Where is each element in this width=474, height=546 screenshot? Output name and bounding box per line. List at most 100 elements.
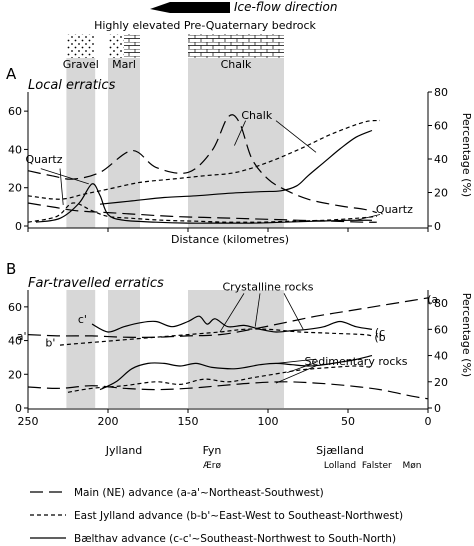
leader-line [283, 293, 304, 330]
ice-flow-arrow-icon [150, 2, 230, 13]
series-sedimentary-solid [99, 355, 373, 391]
bedrock-band-gravel [66, 92, 96, 228]
leader-line [234, 120, 246, 146]
bedrock-block-chalk [188, 34, 284, 58]
annotation-label: Quartz [26, 153, 63, 166]
leader-line [275, 365, 317, 384]
place-jylland: Jylland [105, 444, 143, 457]
leader-line [355, 214, 381, 221]
bedrock-block-gravel [66, 34, 96, 58]
bedrock-block-marl-bricks [124, 34, 140, 58]
leader-line [275, 358, 317, 364]
y2-tick-label: 80 [434, 297, 448, 310]
series-chalk-long-dash [27, 114, 377, 214]
series-crystalline-solid [91, 315, 373, 333]
y2-tick-label: 60 [434, 323, 448, 336]
place-lolland: Lolland [324, 461, 356, 471]
x-tick-label: 150 [178, 415, 199, 428]
bedrock-fill-chalk [188, 58, 284, 92]
place-møn: Møn [403, 461, 422, 471]
y2-tick-label: 60 [434, 120, 448, 133]
y-tick-label: 40 [8, 143, 22, 156]
series-sedimentary-short-dash [67, 365, 373, 393]
ice-flow-label: Ice-flow direction [234, 0, 337, 14]
bedrock-band-b-gravel [66, 290, 96, 408]
series-chalk-short-dash [27, 119, 381, 200]
bedrock-bands [66, 92, 284, 408]
bedrock-name-chalk: Chalk [221, 58, 252, 71]
leader-line [287, 362, 317, 373]
panel-a-xlabel: Distance (kilometres) [171, 233, 289, 246]
series-quartz-short-dash [27, 202, 377, 223]
curve-end-label: (a [427, 293, 438, 306]
panel-a-series [27, 114, 381, 224]
series-sedimentary-long-dash [27, 381, 429, 400]
bedrock-band-b-marl [108, 290, 140, 408]
y-tick-label: 0 [15, 220, 22, 233]
annotation-label: Chalk [241, 109, 272, 122]
leader-line [275, 120, 317, 153]
bedrock-band-b-chalk [188, 290, 284, 408]
bedrock-fill-gravel [66, 58, 96, 92]
header: Ice-flow direction Highly elevated Pre-Q… [63, 0, 337, 92]
leader-line [40, 168, 89, 185]
bedrock-name-marl: Marl [112, 58, 136, 71]
place-names: Jylland Fyn Ærø Sjælland Lolland Falster Møn [105, 444, 422, 471]
leader-line [59, 168, 64, 205]
x-tick-label: 50 [341, 415, 355, 428]
legend: Main (NE) advance (a-a'~Northeast-Southw… [30, 487, 403, 545]
panel-a-label: A [6, 65, 17, 83]
curve-end-label: (b [374, 331, 385, 344]
y2-tick-label: 40 [434, 350, 448, 363]
panel-b-annotations: Crystalline rocks Sedimentary rocks (a a' b'… [17, 281, 438, 384]
panel-b: B Far-travelled erratics Percentage (%) … [6, 260, 473, 428]
annotation-label: Quartz [376, 203, 413, 216]
y2-tick-label: 0 [434, 220, 441, 233]
y-tick-label: 20 [8, 182, 22, 195]
x-tick-label: 250 [18, 415, 39, 428]
panel-b-label: B [6, 260, 16, 278]
bedrock-band-marl [108, 92, 140, 228]
y-tick-label: 60 [8, 301, 22, 314]
panel-b-y2label: Percentage (%) [460, 293, 473, 377]
panel-b-series [27, 297, 429, 400]
y2-tick-label: 40 [434, 153, 448, 166]
x-tick-label: 0 [425, 415, 432, 428]
legend-label: Bælthav advance (c-c'~Southeast-Northwes… [74, 533, 396, 545]
panel-a-annotations: Chalk Quartz Quartz [26, 109, 413, 221]
y2-tick-label: 20 [434, 376, 448, 389]
x-tick-label: 200 [98, 415, 119, 428]
place-ærø: Ærø [203, 461, 221, 471]
series-quartz-solid [35, 183, 373, 224]
y2-tick-label: 20 [434, 187, 448, 200]
bedrock-fill-marl [108, 58, 140, 92]
x-tick-label: 100 [258, 415, 279, 428]
curve-end-label: a' [17, 330, 27, 343]
panel-a: A Local erratics Distance (kilometres) P… [6, 65, 473, 246]
leader-line [254, 293, 261, 327]
bedrock-label: Highly elevated Pre-Quaternary bedrock [94, 19, 316, 32]
y2-tick-label: 80 [434, 86, 448, 99]
y-tick-label: 20 [8, 368, 22, 381]
bedrock-blocks: Gravel Marl Chalk [63, 34, 284, 92]
place-fyn: Fyn [203, 444, 222, 457]
panel-a-title: Local erratics [28, 78, 116, 93]
y-tick-label: 0 [15, 402, 22, 415]
panel-a-axes: 0 20 40 60 0 20 40 60 80 [8, 86, 448, 233]
legend-label: East Jylland advance (b-b'~East-West to … [74, 510, 403, 522]
panel-b-title: Far-travelled erratics [28, 276, 164, 291]
panel-a-y2label: Percentage (%) [460, 113, 473, 197]
panel-b-axes: 0 20 40 60 0 20 40 60 80 250 200 150 100 50 0 [8, 290, 448, 428]
leader-line [219, 293, 245, 333]
curve-end-label: c' [78, 313, 87, 326]
annotation-label: Sedimentary rocks [305, 355, 408, 368]
curve-end-label: (c [375, 326, 385, 339]
place-sjælland: Sjælland [316, 444, 364, 457]
annotation-label: Crystalline rocks [222, 281, 313, 294]
series-crystalline-long-dash [27, 297, 429, 338]
legend-label: Main (NE) advance (a-a'~Northeast-Southw… [74, 487, 324, 499]
y2-tick-label: 0 [434, 402, 441, 415]
bedrock-block-marl [108, 34, 124, 58]
curve-end-label: b' [45, 336, 55, 349]
